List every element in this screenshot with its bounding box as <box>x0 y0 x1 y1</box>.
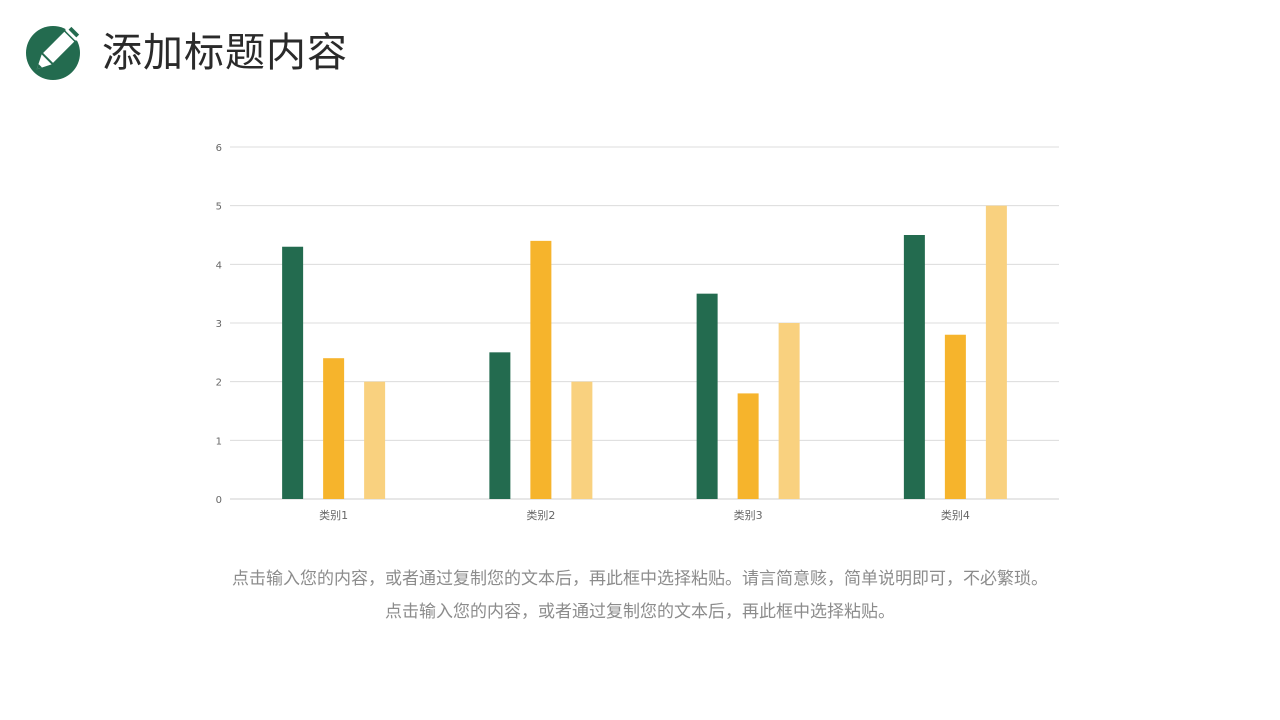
bar <box>489 352 511 499</box>
bar <box>571 381 593 499</box>
caption-line-2: 点击输入您的内容，或者通过复制您的文本后，再此框中选择粘贴。 <box>385 602 895 622</box>
bar <box>903 235 925 499</box>
caption-line-1: 点击输入您的内容，或者通过复制您的文本后，再此框中选择粘贴。请言简意赅，简单说明… <box>232 569 1048 589</box>
x-tick-label: 类别2 <box>526 508 555 522</box>
x-tick-label: 类别1 <box>319 508 348 522</box>
y-tick-label: 4 <box>216 260 222 271</box>
bar <box>944 334 966 499</box>
bar <box>778 323 800 499</box>
y-tick-label: 6 <box>216 143 222 154</box>
y-tick-label: 5 <box>216 202 222 213</box>
bar <box>530 240 552 499</box>
bar <box>282 246 304 499</box>
y-tick-label: 1 <box>216 436 222 447</box>
pencil-icon <box>26 24 82 80</box>
bar <box>737 393 759 499</box>
y-tick-label: 3 <box>216 319 222 330</box>
bar <box>323 358 345 499</box>
bar <box>696 293 718 499</box>
y-tick-label: 0 <box>216 495 222 506</box>
bar <box>364 381 386 499</box>
x-tick-label: 类别3 <box>734 508 763 522</box>
bar <box>985 205 1007 499</box>
y-tick-label: 2 <box>216 378 222 389</box>
page-title: 添加标题内容 <box>102 30 348 76</box>
x-tick-label: 类别4 <box>941 508 970 522</box>
